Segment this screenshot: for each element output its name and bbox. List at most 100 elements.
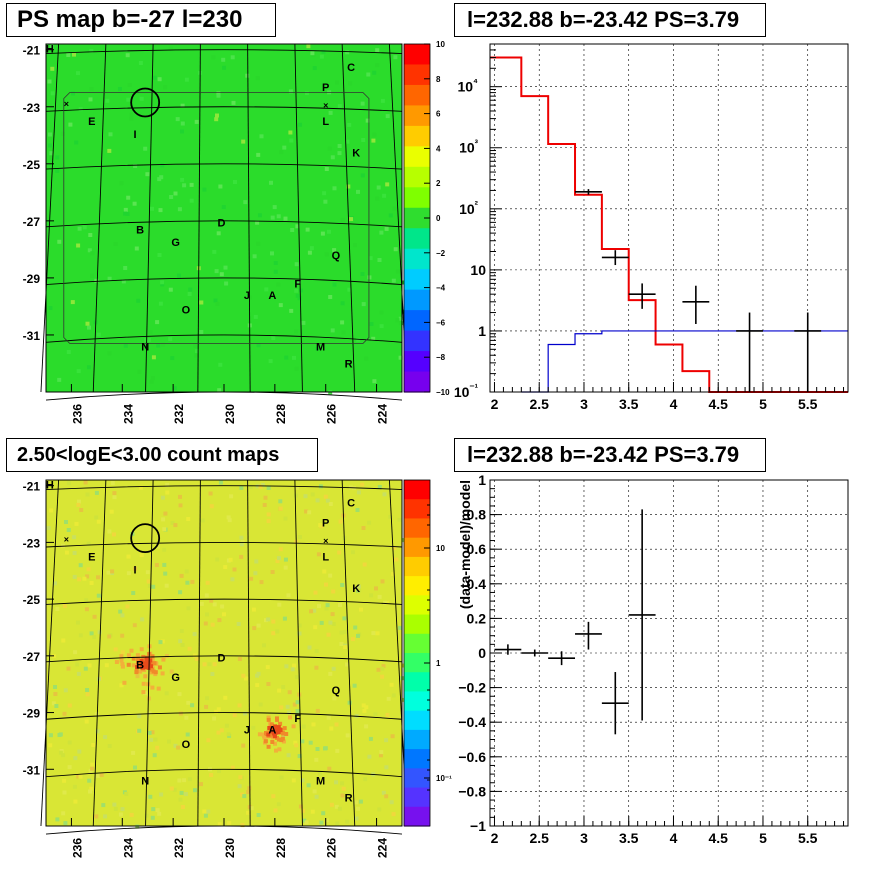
graticule-parallel bbox=[45, 106, 403, 112]
map-pixel bbox=[160, 495, 165, 500]
map-pixel bbox=[52, 654, 57, 659]
map-pixel bbox=[392, 206, 397, 211]
map-pixel bbox=[328, 671, 333, 676]
hotspot-pixel bbox=[149, 661, 154, 666]
map-pixel bbox=[193, 788, 197, 793]
map-pixel bbox=[362, 708, 367, 713]
map-pixel bbox=[156, 343, 161, 348]
hotspot-pixel bbox=[150, 658, 155, 662]
map-pixel bbox=[278, 499, 283, 504]
map-pixel bbox=[71, 91, 75, 96]
map-pixel bbox=[173, 191, 178, 196]
map-pixel bbox=[304, 91, 309, 96]
map-pixel bbox=[96, 575, 100, 580]
hotspot-pixel bbox=[267, 726, 272, 730]
map-pixel bbox=[113, 807, 118, 811]
map-pixel bbox=[185, 732, 190, 737]
map-pixel bbox=[379, 310, 384, 315]
source-label: R bbox=[345, 793, 353, 805]
map-pixel bbox=[223, 695, 228, 700]
source-label: O bbox=[182, 739, 191, 751]
plot2-title: l=232.88 b=-23.42 PS=3.79 bbox=[467, 442, 740, 467]
map-pixel bbox=[281, 685, 286, 689]
map-pixel bbox=[286, 593, 291, 598]
map-pixel bbox=[334, 804, 339, 809]
map-pixel bbox=[375, 48, 380, 53]
map-pixel bbox=[297, 754, 302, 759]
map-pixel bbox=[210, 672, 215, 676]
map-pixel bbox=[337, 151, 342, 156]
map-pixel bbox=[137, 728, 142, 733]
map-pixel bbox=[202, 662, 207, 667]
map-pixel bbox=[356, 337, 361, 342]
map-pixel bbox=[237, 784, 242, 789]
map-pixel bbox=[328, 502, 333, 506]
map-pixel bbox=[289, 308, 294, 313]
map-pixel bbox=[251, 725, 256, 730]
hotspot-pixel bbox=[151, 669, 156, 674]
graticule-parallel bbox=[45, 277, 403, 286]
source-label: Q bbox=[332, 685, 341, 697]
map-pixel bbox=[73, 650, 78, 655]
map-pixel bbox=[279, 150, 284, 155]
x-tick-label: 224 bbox=[376, 838, 390, 858]
map-pixel bbox=[221, 205, 226, 210]
map-pixel bbox=[367, 275, 372, 280]
map-pixel bbox=[256, 813, 261, 817]
source-label: A bbox=[268, 290, 276, 302]
map-pixel bbox=[300, 778, 305, 783]
map-pixel bbox=[215, 301, 220, 306]
map-pixel bbox=[218, 362, 223, 367]
map-pixel bbox=[243, 200, 248, 205]
map-pixel bbox=[94, 515, 99, 520]
map-pixel bbox=[270, 570, 275, 574]
map-pixel bbox=[155, 745, 160, 750]
map-pixel bbox=[328, 573, 333, 578]
graticule-parallel bbox=[45, 391, 403, 401]
graticule-parallel bbox=[45, 712, 403, 720]
map-pixel bbox=[255, 76, 260, 81]
map-pixel bbox=[57, 377, 62, 382]
colorbar-segment bbox=[404, 672, 430, 693]
map-pixel bbox=[159, 792, 164, 797]
map-pixel bbox=[249, 576, 254, 581]
map-pixel bbox=[271, 631, 276, 636]
map-pixel bbox=[276, 802, 281, 807]
map-pixel bbox=[157, 253, 162, 257]
axis-ticks: 2 2.5 3 3.5 4 4.5 5 5.5 −1 −0.8 −0.6 −0.4 −0.2 0 0.2 0.… bbox=[458, 472, 845, 846]
map-pixel bbox=[337, 550, 342, 555]
map-pixel bbox=[258, 702, 263, 707]
map-pixel bbox=[322, 191, 327, 196]
graticule-meridian bbox=[294, 43, 303, 393]
map-pixel bbox=[259, 134, 264, 139]
map-pixel bbox=[146, 579, 151, 584]
map-pixel bbox=[137, 369, 142, 374]
map-pixel bbox=[177, 692, 182, 697]
colorbar-label: 10 bbox=[436, 544, 445, 553]
map-pixel bbox=[101, 803, 106, 808]
map-pixel bbox=[118, 609, 123, 614]
hotspot-pixel bbox=[266, 715, 271, 720]
map-pixel bbox=[264, 618, 268, 623]
map-pixel bbox=[66, 481, 71, 486]
hotspot-pixel bbox=[273, 741, 277, 746]
map-pixel bbox=[136, 298, 141, 303]
map-pixel bbox=[377, 485, 382, 489]
map-pixel bbox=[184, 77, 189, 82]
map-pixel bbox=[72, 574, 77, 579]
map-pixel bbox=[168, 287, 173, 292]
map-pixel bbox=[217, 388, 222, 393]
hotspot-pixel bbox=[139, 658, 144, 663]
hotspot-pixel bbox=[273, 724, 278, 729]
source-label: N bbox=[141, 341, 149, 353]
map-pixel bbox=[371, 336, 376, 341]
y-tick-label: 10 bbox=[470, 262, 486, 278]
map-pixel bbox=[286, 753, 291, 758]
hotspot-pixel bbox=[141, 681, 146, 686]
hotspot-pixel bbox=[275, 735, 279, 740]
map-pixel bbox=[147, 730, 152, 735]
map-pixel bbox=[209, 773, 214, 777]
map-pixel bbox=[145, 172, 150, 177]
map-pixel bbox=[231, 100, 236, 105]
